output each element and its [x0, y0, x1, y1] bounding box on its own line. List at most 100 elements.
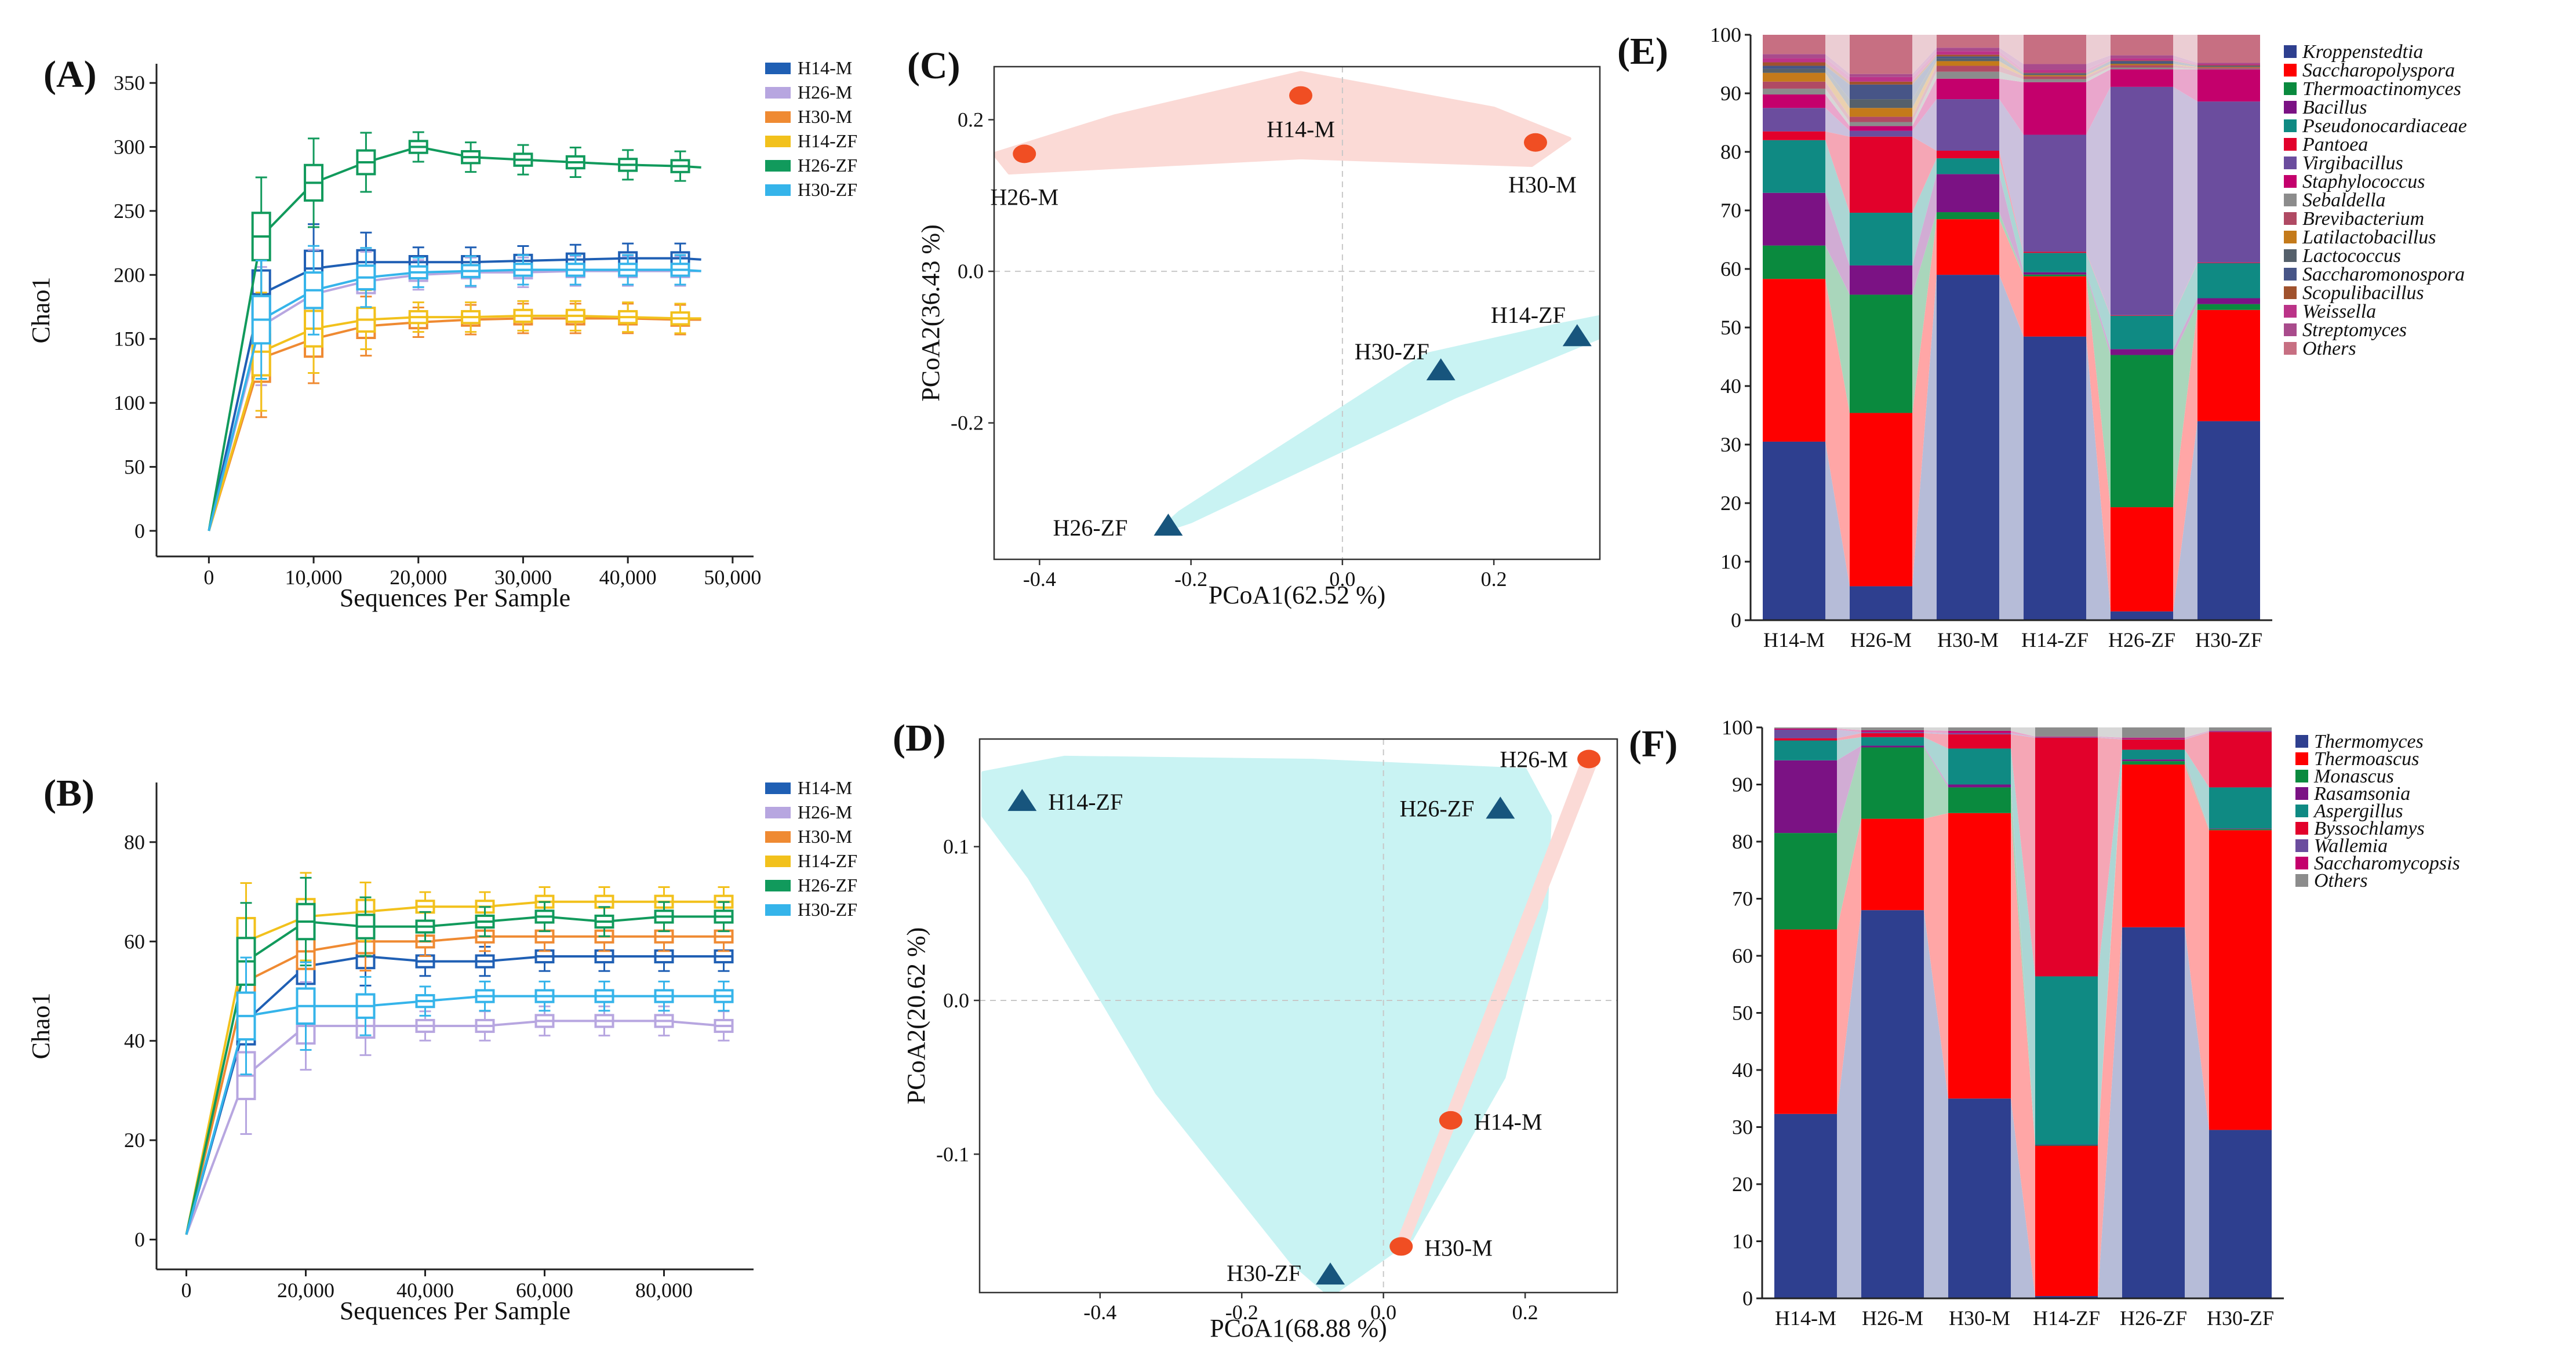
bar-segment-Aspergillus — [1774, 740, 1837, 760]
bar-segment-Staphylococcus — [1763, 94, 1825, 108]
x-tick-label: -0.4 — [1083, 1301, 1116, 1324]
bar-segment-Thermoactinomyces — [1937, 212, 1999, 220]
y-tick-label: 10 — [1720, 550, 1741, 573]
bar-segment-Latilactobacillus — [1850, 108, 1912, 117]
bar-segment-Thermomyces — [1861, 910, 1924, 1298]
x-tick-label: H26-M — [1850, 628, 1912, 651]
point-H26-ZF — [1154, 514, 1183, 536]
bar-segment-Thermomyces — [2035, 1296, 2098, 1298]
flow-band — [2098, 749, 2122, 1145]
flow-band — [1924, 745, 1948, 788]
flow-band — [2173, 262, 2197, 316]
x-tick-label: H14-M — [1763, 628, 1825, 651]
bar-segment-Saccharopolyspora — [2111, 507, 2173, 612]
bar-segment-Streptomyces — [1937, 48, 1999, 52]
series-line-H26-M — [185, 1020, 724, 1235]
x-tick-label: H26-ZF — [2120, 1306, 2187, 1330]
y-tick-label: 20 — [1732, 1173, 1753, 1196]
bar-segment-Others — [2111, 35, 2173, 56]
bar-segment-Byssochlamys — [1861, 733, 1924, 737]
point-H14-ZF — [1007, 789, 1037, 811]
bar-segment-Thermoascus — [1774, 929, 1837, 1114]
bar-segment-Byssochlamys — [1948, 734, 2011, 749]
legend-swatch — [2284, 82, 2297, 95]
x-tick-label: 0.2 — [1512, 1301, 1538, 1324]
bar-segment-Pseudonocardiaceae — [2024, 253, 2086, 272]
bar-segment-Thermomyces — [2209, 1130, 2272, 1298]
bar-segment-Lactococcus — [1850, 99, 1912, 108]
flow-band — [1999, 212, 2024, 276]
bar-segment-Monascus — [1861, 747, 1924, 819]
x-tick-label: 0.2 — [1481, 567, 1507, 591]
flow-band — [1999, 61, 2024, 77]
flow-band — [2173, 60, 2197, 66]
point-H14-M — [1289, 86, 1313, 105]
x-tick-label: H14-M — [1775, 1306, 1836, 1330]
bar-segment-Streptomyces — [2111, 55, 2173, 59]
x-tick-label: 0 — [181, 1279, 192, 1302]
bar-segment-Saccharomonospora — [2111, 61, 2173, 63]
legend-swatch — [765, 831, 791, 843]
bar-segment-Byssochlamys — [2209, 731, 2272, 788]
bar-segment-Aspergillus — [2209, 787, 2272, 829]
y-tick-label: 70 — [1720, 199, 1741, 222]
point-label: H30-M — [1508, 172, 1577, 198]
y-tick-label: 20 — [1720, 492, 1741, 515]
flow-band — [2086, 67, 2111, 82]
flow-band — [1999, 99, 2024, 252]
flow-band — [2185, 730, 2209, 739]
legend-label: Weissella — [2302, 301, 2376, 322]
bar-segment-Kroppenstedtia — [2197, 421, 2260, 620]
bar-segment-Scopulibacillus — [2197, 65, 2260, 66]
y-tick-label: 0.2 — [958, 108, 984, 132]
bar-segment-Thermomyces — [1774, 1113, 1837, 1298]
point-H14-M — [1439, 1111, 1462, 1130]
point-label: H14-M — [1474, 1109, 1542, 1135]
flow-band — [1825, 72, 1850, 117]
bar-segment-Kroppenstedtia — [1850, 586, 1912, 620]
flow-band — [1825, 88, 1850, 126]
legend-label: H26-ZF — [798, 875, 857, 896]
bar-segment-Pseudonocardiaceae — [1763, 140, 1825, 193]
legend-swatch — [765, 782, 791, 794]
series-line-H30-M — [185, 935, 724, 1235]
flow-band — [1825, 62, 1850, 85]
legend-swatch — [2295, 735, 2308, 748]
bar-segment-Saccharomycopsis — [1774, 728, 1837, 730]
bar-segment-Scopulibacillus — [1937, 54, 1999, 57]
bar-segment-Wallemia — [2122, 738, 2185, 740]
point-label: H14-M — [1267, 117, 1335, 143]
y-tick-label: 40 — [1732, 1058, 1753, 1082]
flow-band — [1912, 174, 1937, 295]
bar-segment-Sebaldella — [1937, 71, 1999, 79]
legend-label: Latilactobacillus — [2302, 227, 2436, 248]
legend-swatch — [2284, 286, 2297, 299]
y-tick-label: 40 — [124, 1029, 145, 1053]
y-tick-label: 350 — [114, 71, 145, 94]
legend-swatch — [2295, 857, 2308, 869]
legend-swatch — [2284, 138, 2297, 151]
hull-layer — [994, 71, 1600, 535]
legend-label: Thermoascus — [2314, 748, 2419, 770]
y-tick-label: 0 — [134, 519, 145, 543]
y-tick-label: -0.2 — [951, 412, 984, 435]
flow-band — [1837, 728, 1861, 732]
bar-segment-Saccharomycopsis — [2122, 737, 2185, 739]
legend-swatch — [2295, 787, 2308, 800]
bar-segment-Weissella — [1850, 77, 1912, 82]
legend-label: Thermomyces — [2314, 731, 2424, 752]
point-label: H30-ZF — [1355, 338, 1429, 365]
x-axis-label: PCoA1(68.88 %) — [1210, 1314, 1387, 1342]
bar-segment-Others — [1948, 727, 2011, 731]
legend-swatch — [2284, 268, 2297, 281]
legend-label: H30-M — [798, 106, 852, 127]
flow-band — [2011, 734, 2035, 977]
x-tick-label: 0.0 — [1329, 567, 1355, 591]
bar-segment-Rasamsonia — [2209, 828, 2272, 829]
bar-segment-Brevibacterium — [1937, 65, 1999, 72]
flow-band — [2086, 253, 2111, 350]
y-tick-label: 0.0 — [958, 260, 984, 283]
flow-band — [1912, 65, 1937, 122]
legend-label: Virgibacillus — [2302, 152, 2403, 174]
flow-band — [2173, 304, 2197, 508]
